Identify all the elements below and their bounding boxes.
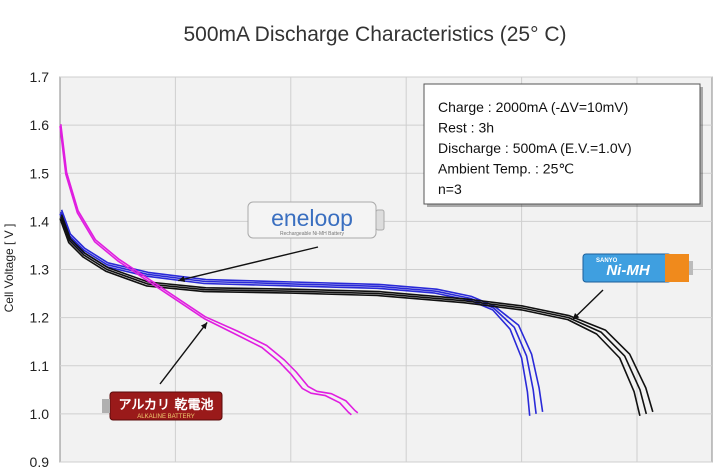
series-lines bbox=[59, 124, 654, 416]
y-tick-label: 1.6 bbox=[30, 117, 50, 133]
battery-terminal bbox=[102, 399, 110, 413]
y-tick-label: 1.4 bbox=[30, 213, 50, 229]
eneloop-logo-text: eneloop bbox=[271, 205, 353, 231]
series-line bbox=[59, 126, 352, 416]
y-tick-label: 1.5 bbox=[30, 165, 50, 181]
series-line bbox=[60, 209, 544, 413]
y-tick-label: 1.7 bbox=[30, 69, 50, 85]
series-line bbox=[60, 124, 359, 414]
series-line bbox=[60, 214, 654, 413]
y-tick-label: 1.3 bbox=[30, 262, 50, 278]
y-tick-label: 1.0 bbox=[30, 406, 50, 422]
nimh-brand-text: SANYO bbox=[596, 258, 618, 264]
chart-title: 500mA Discharge Characteristics (25° C) bbox=[183, 23, 566, 46]
y-tick-label: 0.9 bbox=[30, 454, 50, 470]
y-tick-label: 1.2 bbox=[30, 310, 50, 326]
series-sanyo-ni-mh bbox=[59, 214, 654, 416]
eneloop-pointer bbox=[178, 246, 319, 282]
series-line bbox=[60, 211, 537, 414]
y-tick-label: 1.1 bbox=[30, 358, 50, 374]
battery-terminal bbox=[375, 209, 385, 231]
y-tick-labels: 1.7 1.6 1.5 1.4 1.3 1.2 1.1 1.0 0.9 bbox=[30, 69, 50, 470]
alkaline-subtext: ALKALINE BATTERY bbox=[137, 414, 194, 420]
condition-line: Charge : 2000mA (-ΔV=10mV) bbox=[438, 99, 628, 115]
conditions-box: Charge : 2000mA (-ΔV=10mV) Rest : 3h Disch… bbox=[423, 83, 703, 207]
nimh-logo-text: Ni-MH bbox=[606, 262, 650, 279]
series-line bbox=[59, 218, 641, 416]
nimh-pointer-head bbox=[572, 313, 580, 320]
condition-line: Ambient Temp. : 25℃ bbox=[438, 161, 574, 177]
condition-line: Discharge : 500mA (E.V.=1.0V) bbox=[438, 140, 632, 156]
eneloop-subtext: Rechargeable Ni-MH Battery bbox=[280, 231, 344, 237]
condition-line: Rest : 3h bbox=[438, 120, 494, 136]
alkaline-pointer bbox=[159, 322, 208, 385]
nimh-pointer bbox=[572, 289, 604, 321]
alkaline-logo-text: アルカリ 乾電池 bbox=[118, 397, 213, 413]
battery-terminal bbox=[689, 261, 693, 275]
alkaline-pointer-head bbox=[200, 322, 208, 330]
series-alkaline bbox=[59, 124, 359, 416]
series-line bbox=[60, 216, 648, 415]
eneloop-pointer-head bbox=[178, 276, 186, 282]
y-axis-label: Cell Voltage [ V ] bbox=[2, 224, 16, 313]
battery-cap bbox=[665, 254, 689, 282]
condition-line: n=3 bbox=[438, 181, 462, 197]
